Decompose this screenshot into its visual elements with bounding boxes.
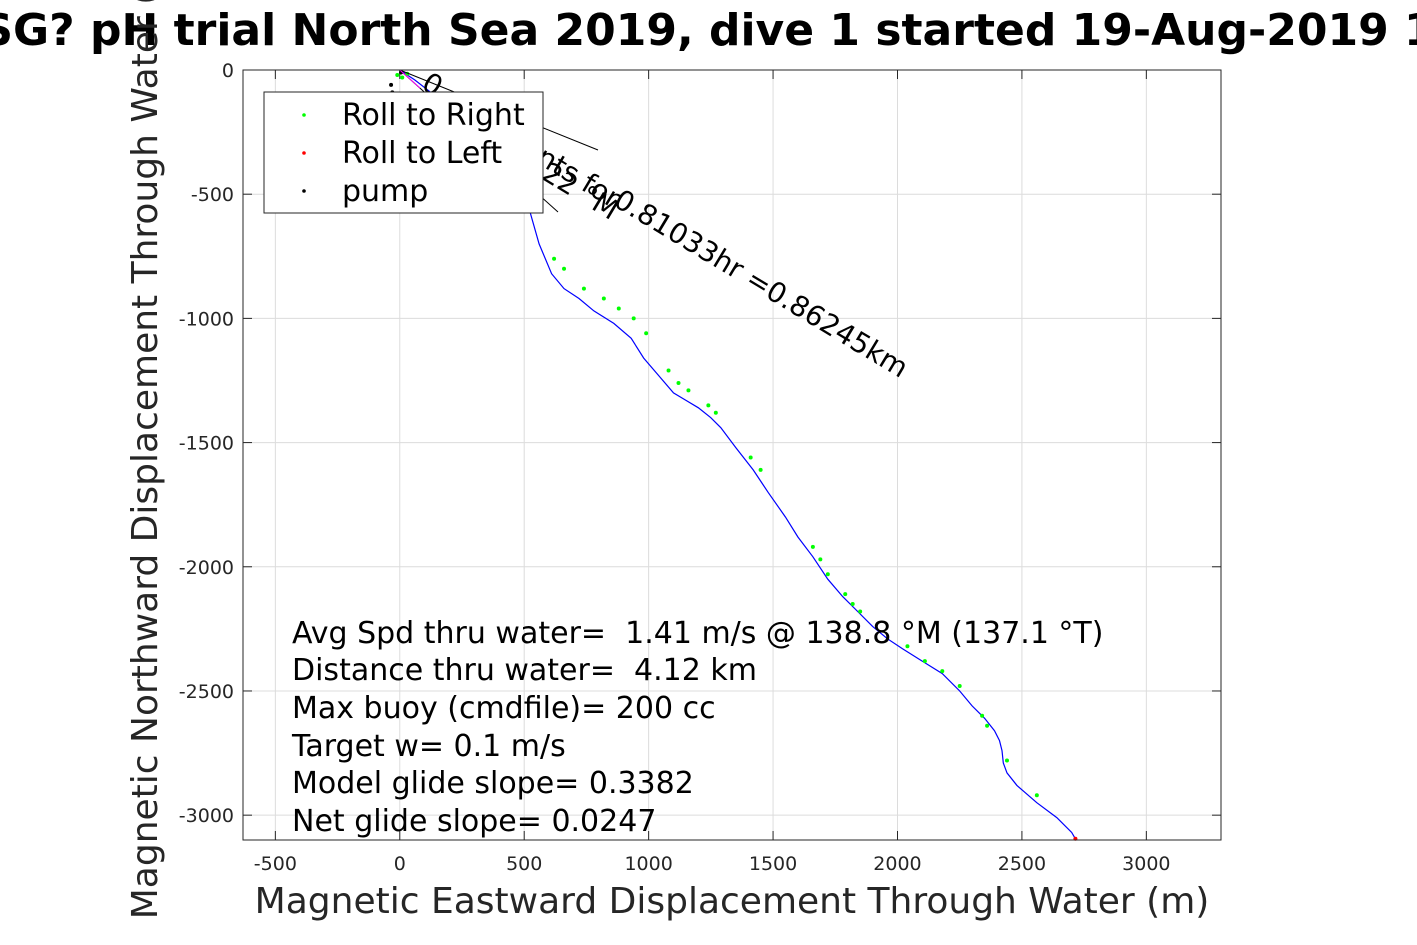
track-line — [399, 69, 1076, 840]
point-roll-to-right — [843, 592, 848, 597]
legend-marker-roll-left — [302, 151, 306, 155]
y-tick-label: -2500 — [179, 681, 234, 703]
x-axis-label: Magnetic Eastward Displacement Through W… — [255, 881, 1210, 922]
point-roll-to-right — [940, 669, 945, 674]
legend-marker-roll-right — [302, 113, 306, 117]
legend-label-roll-right: Roll to Right — [342, 98, 525, 133]
point-roll-to-right — [905, 644, 910, 649]
point-roll-to-right — [713, 410, 718, 415]
current-vector-line — [399, 69, 421, 89]
point-roll-to-right — [985, 723, 990, 728]
point-roll-to-right — [980, 713, 985, 718]
stats-line-6: Net glide slope= 0.0247 — [292, 804, 656, 839]
point-roll-to-right — [631, 316, 636, 321]
point-roll-to-right — [858, 609, 863, 614]
point-roll-to-right — [686, 388, 691, 393]
point-roll-to-right — [552, 256, 557, 261]
data-marks — [389, 69, 1078, 841]
point-roll-to-right — [818, 557, 823, 562]
chart-title: SG? pH trial North Sea 2019, dive 1 star… — [0, 5, 1417, 56]
stats-block: Avg Spd thru water= 1.41 m/s @ 138.8 °M … — [291, 616, 1103, 839]
y-tick-label: 0 — [222, 60, 234, 82]
point-roll-to-right — [616, 306, 621, 311]
x-tick-label: 2000 — [873, 853, 921, 875]
x-tick-label: 1500 — [749, 853, 797, 875]
plot-frame — [242, 69, 1222, 841]
stats-line-3: Max buoy (cmdfile)= 200 cc — [292, 691, 716, 726]
point-roll-to-right — [810, 544, 815, 549]
y-tick-label: -1500 — [179, 433, 234, 455]
y-tick-label: -2000 — [179, 557, 234, 579]
x-tick-label: 1000 — [624, 853, 672, 875]
point-roll-to-right — [957, 684, 962, 688]
point-roll-to-right — [644, 331, 649, 336]
x-tick-label: 0 — [394, 853, 406, 875]
x-tick-label: 3000 — [1122, 853, 1170, 875]
point-roll-to-right — [581, 286, 586, 291]
legend: Roll to Right Roll to Left pump — [263, 91, 544, 214]
stats-line-4: Target w= 0.1 m/s — [291, 729, 566, 764]
x-tick-label: -500 — [254, 853, 297, 875]
y-tick-label: -1000 — [179, 308, 234, 330]
point-roll-to-right — [758, 467, 763, 472]
point-roll-to-right — [562, 266, 567, 271]
point-roll-to-right — [666, 368, 671, 373]
point-roll-to-right — [1034, 793, 1039, 798]
legend-marker-pump — [302, 189, 306, 193]
point-roll-to-right — [601, 296, 606, 301]
point-roll-to-right — [395, 72, 400, 77]
legend-label-roll-left: Roll to Left — [342, 136, 502, 171]
point-roll-to-right — [748, 455, 753, 460]
y-axis-label: Magnetic Northward Displacement Through … — [125, 0, 166, 919]
x-tick-label: 2500 — [998, 853, 1046, 875]
point-roll-to-right — [1004, 758, 1009, 763]
y-tick-label: -500 — [191, 184, 234, 206]
legend-box — [263, 91, 544, 214]
point-roll-to-right — [825, 572, 830, 577]
point-roll-to-right — [922, 659, 927, 664]
y-tick-label: -3000 — [179, 805, 234, 827]
stats-line-5: Model glide slope= 0.3382 — [292, 766, 694, 801]
point-roll-to-right — [706, 403, 711, 408]
x-tick-label: 500 — [506, 853, 542, 875]
legend-label-pump: pump — [342, 174, 428, 209]
point-roll-to-right — [400, 75, 405, 80]
stats-line-1: Avg Spd thru water= 1.41 m/s @ 138.8 °M … — [292, 616, 1103, 651]
point-roll-to-right — [676, 380, 681, 385]
stats-line-2: Distance thru water= 4.12 km — [292, 653, 757, 688]
point-pump — [389, 82, 394, 87]
point-roll-to-right — [850, 602, 855, 607]
